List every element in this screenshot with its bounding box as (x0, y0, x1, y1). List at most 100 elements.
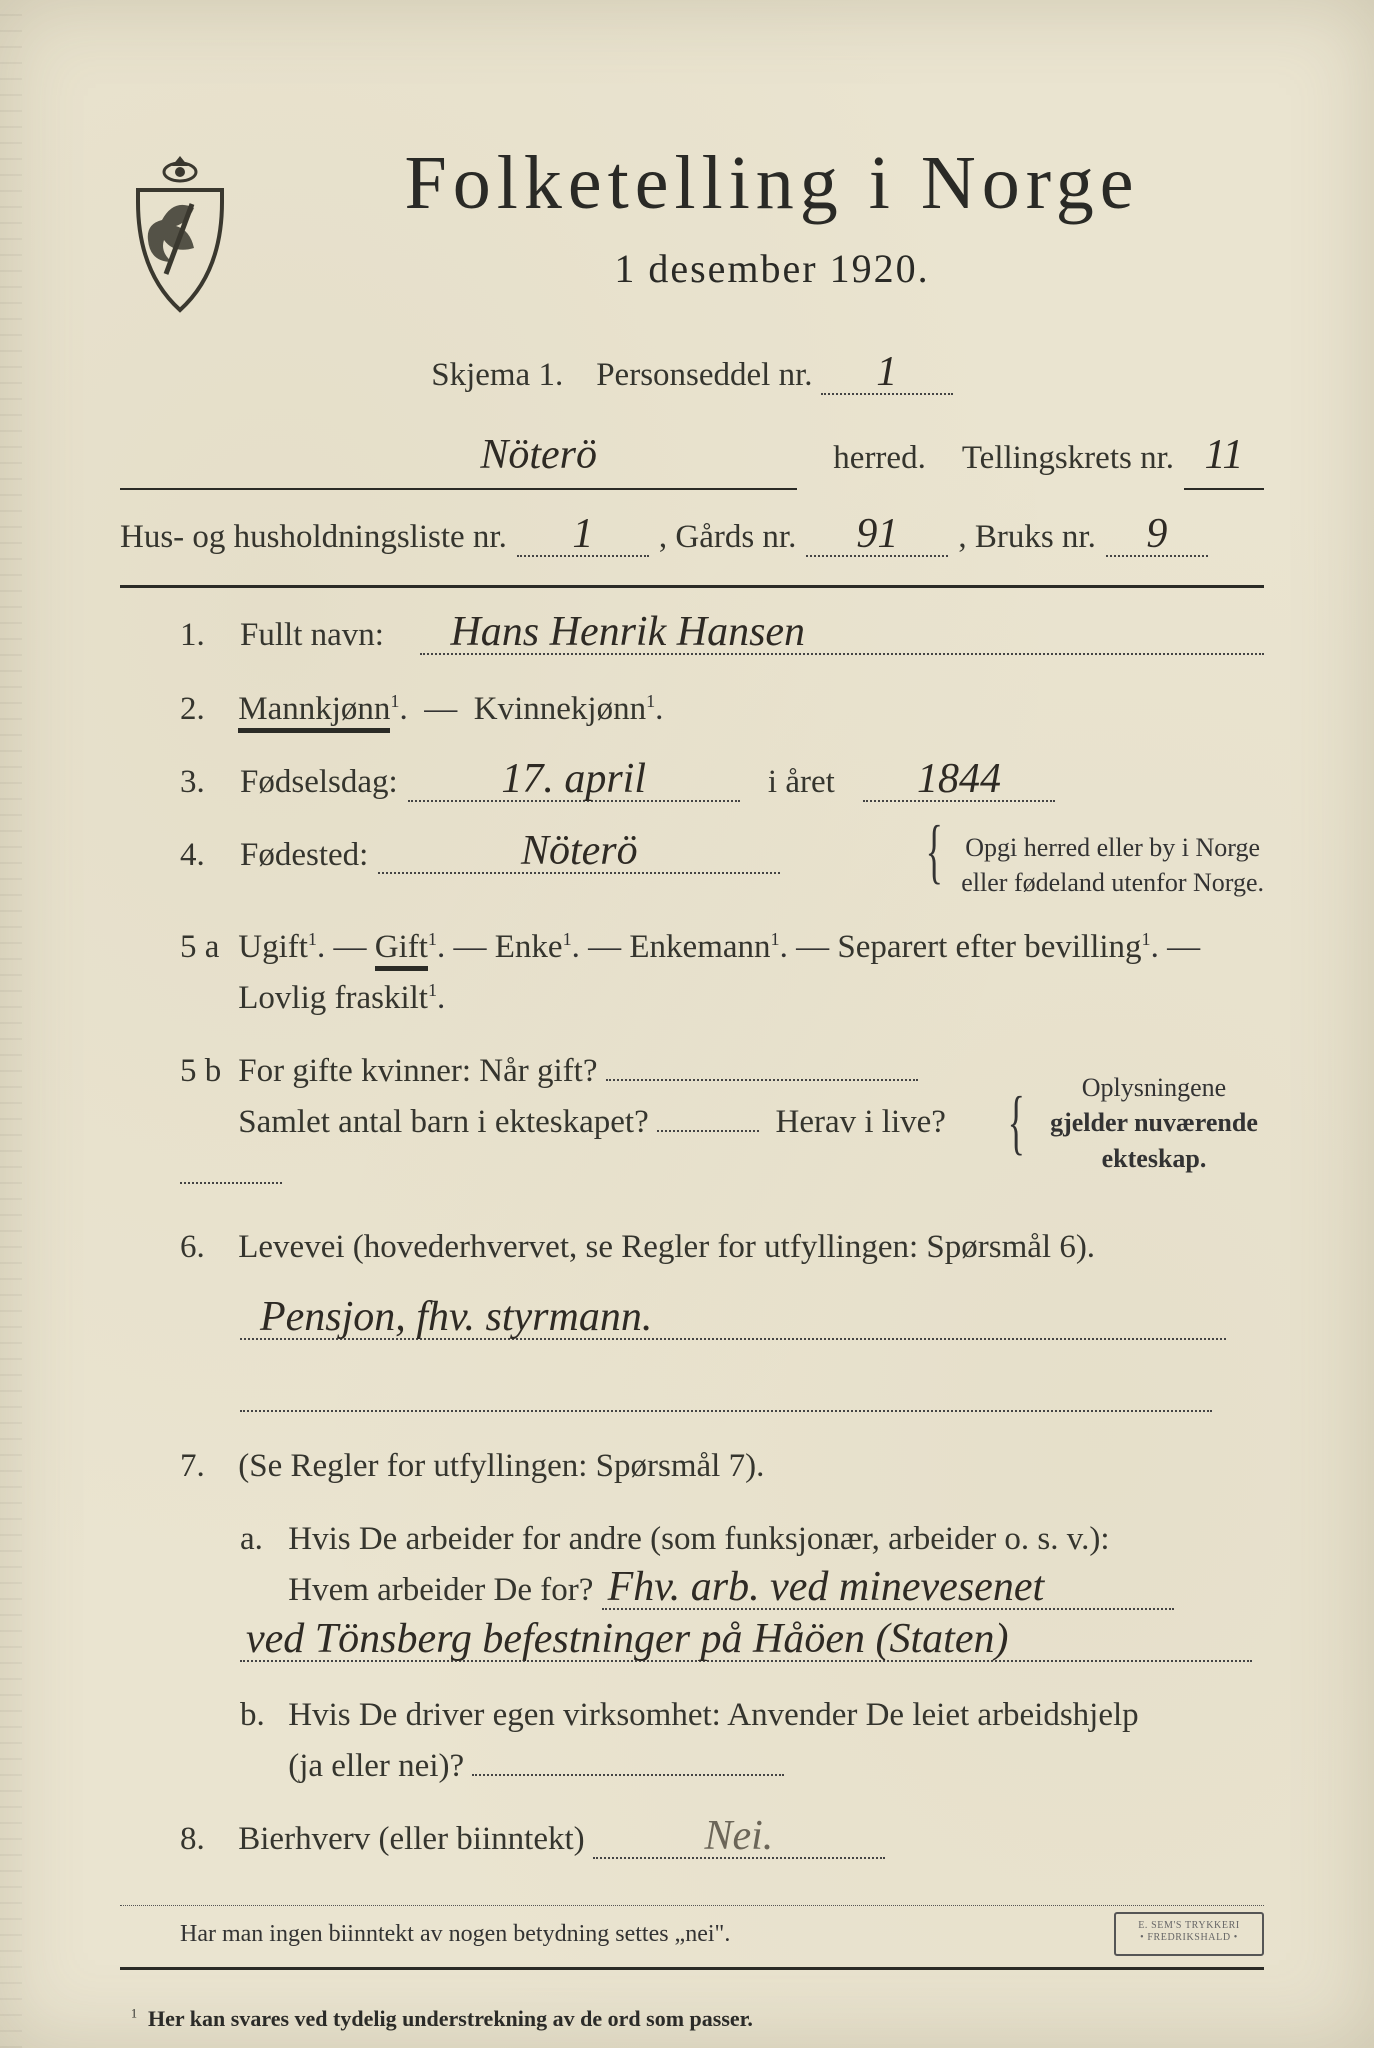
q5b-l2b: Herav i live? (776, 1104, 946, 1140)
q8-value: Nei. (593, 1815, 885, 1859)
q2-kvinne: Kvinnekjønn (474, 691, 646, 727)
crest-svg (120, 150, 240, 320)
footnote: 1 Her kan svares ved tydelig understrekn… (120, 2006, 1264, 2032)
q5a-num: 5 a (180, 922, 230, 973)
skjema-line: Skjema 1. Personseddel nr. 1 (120, 350, 1264, 401)
q5b-l1: For gifte kvinner: Når gift? (238, 1053, 597, 1089)
q8-row: 8. Bierhverv (eller biinntekt) Nei. (120, 1814, 1264, 1865)
q7-label: (Se Regler for utfyllingen: Spørsmål 7). (238, 1448, 764, 1484)
q5b-gift-blank (606, 1079, 918, 1081)
q3-row: 3. Fødselsdag: 17. april i året 1844 (120, 757, 1264, 808)
q5b-note-l1: Oplysningene (1082, 1073, 1226, 1102)
q6-value: Pensjon, fhv. styrmann. (240, 1296, 1226, 1340)
coat-of-arms-icon (120, 150, 240, 320)
q7a-value-l1: Fhv. arb. ved minevesenet (602, 1566, 1174, 1610)
q5a-enkemann: Enkemann (629, 929, 770, 965)
q5b-live-blank (180, 1182, 282, 1184)
q6-label: Levevei (hovederhvervet, se Regler for u… (238, 1229, 1095, 1265)
husliste-nr: 1 (517, 513, 649, 557)
q6-num: 6. (180, 1222, 230, 1273)
stamp-l2: • FREDRIKSHALD • (1140, 1932, 1238, 1943)
q4-note-l2: eller fødeland utenfor Norge. (961, 868, 1264, 897)
q6-blank-row (120, 1368, 1264, 1419)
personseddel-nr: 1 (821, 351, 953, 395)
q8-label: Bierhverv (eller biinntekt) (238, 1821, 584, 1857)
header: Folketelling i Norge 1 desember 1920. (120, 140, 1264, 320)
q7b-l1: Hvis De driver egen virksomhet: Anvender… (288, 1697, 1138, 1733)
q1-label: Fullt navn: (240, 610, 384, 661)
divider-bottom (120, 1967, 1264, 1970)
q7a-row: a. Hvis De arbeider for andre (som funks… (120, 1514, 1264, 1667)
q7b-row: b. Hvis De driver egen virksomhet: Anven… (120, 1690, 1264, 1792)
q5b-num: 5 b (180, 1046, 230, 1097)
label-tkrets: Tellingskrets nr. (962, 433, 1174, 484)
q1-num: 1. (180, 610, 230, 661)
q4-num: 4. (180, 830, 230, 881)
q4-row: 4. Fødested: Nöterö { Opgi herred eller … (120, 830, 1264, 900)
bruks-nr: 9 (1106, 513, 1208, 557)
q5a-row: 5 a Ugift1. — Gift1. — Enke1. — Enkemann… (120, 922, 1264, 1024)
label-gards: , Gårds nr. (659, 512, 796, 563)
q4-note: Opgi herred eller by i Norge eller fødel… (961, 830, 1264, 900)
q7a-l2: Hvem arbeider De for? (288, 1572, 593, 1608)
q5b-note-l2: gjelder nuværende (1050, 1108, 1258, 1137)
q3-num: 3. (180, 757, 230, 808)
label-personseddel: Personseddel nr. (596, 357, 812, 393)
gards-nr: 91 (806, 513, 948, 557)
q5a-gift: Gift (375, 929, 428, 971)
q7b-blank (472, 1774, 784, 1776)
q4-value: Nöterö (378, 830, 780, 874)
q2-row: 2. Mannkjønn1. — Kvinnekjønn1. (120, 684, 1264, 735)
q2-mann: Mannkjønn (238, 691, 390, 733)
q6-blank (240, 1377, 1212, 1412)
bottom-note: Har man ingen biinntekt av nogen betydni… (120, 1916, 1264, 1953)
q5a-separert: Separert efter bevilling (837, 929, 1141, 965)
q5b-l2a: Samlet antal barn i ekteskapet? (238, 1104, 649, 1140)
q3-label: Fødselsdag: (240, 757, 398, 808)
title-subtitle: 1 desember 1920. (280, 245, 1264, 292)
q3-year: 1844 (863, 758, 1055, 802)
q5a-ugift: Ugift (238, 929, 308, 965)
divider-top (120, 585, 1264, 588)
q1-row: 1. Fullt navn: Hans Henrik Hansen (120, 610, 1264, 661)
q7b-label: b. (240, 1690, 280, 1741)
q7-row: 7. (Se Regler for utfyllingen: Spørsmål … (120, 1441, 1264, 1492)
label-herred: herred. (833, 433, 926, 484)
q6-row: 6. Levevei (hovederhvervet, se Regler fo… (120, 1222, 1264, 1273)
q5b-note-l3: ekteskap. (1102, 1144, 1207, 1173)
title-block: Folketelling i Norge 1 desember 1920. (280, 140, 1264, 292)
q7a-l1: Hvis De arbeider for andre (som funksjon… (288, 1521, 1109, 1557)
tkrets-nr: 11 (1184, 423, 1264, 490)
q7a-value-l2: ved Tönsberg befestninger på Håöen (Stat… (240, 1618, 1252, 1662)
q3-day: 17. april (408, 758, 740, 802)
q4-label: Fødested: (240, 830, 368, 881)
q1-value: Hans Henrik Hansen (420, 611, 1264, 655)
q5b-row: 5 b For gifte kvinner: Når gift? Samlet … (120, 1046, 1264, 1199)
q2-num: 2. (180, 684, 230, 735)
q7-num: 7. (180, 1441, 230, 1492)
footnote-marker: 1 (131, 2007, 137, 2021)
brace-icon: { (925, 830, 942, 873)
q5a-enke: Enke (495, 929, 563, 965)
q7b-l2: (ja eller nei)? (288, 1748, 464, 1784)
q7a-label: a. (240, 1514, 280, 1565)
q5b-note: Oplysningene gjelder nuværende ekteskap. (1044, 1070, 1264, 1175)
divider-bottom-dotted (120, 1905, 1264, 1906)
census-form-page: Folketelling i Norge 1 desember 1920. Sk… (0, 0, 1374, 2048)
q6-value-row: Pensjon, fhv. styrmann. (120, 1295, 1264, 1346)
label-husliste: Hus- og husholdningsliste nr. (120, 512, 507, 563)
hus-line: Hus- og husholdningsliste nr. 1 , Gårds … (120, 512, 1264, 563)
brace-icon-2: { (1008, 1101, 1025, 1144)
stamp-l1: E. SEM'S TRYKKERI (1138, 1920, 1240, 1931)
herred-line: Nöterö herred. Tellingskrets nr. 11 (120, 423, 1264, 490)
footnote-text: Her kan svares ved tydelig understreknin… (148, 2006, 753, 2031)
q4-note-l1: Opgi herred eller by i Norge (965, 833, 1260, 862)
title-main: Folketelling i Norge (280, 140, 1264, 227)
label-bruks: , Bruks nr. (958, 512, 1096, 563)
q3-yearlabel: i året (768, 757, 835, 808)
q8-num: 8. (180, 1814, 230, 1865)
q5a-fraskilt: Lovlig fraskilt (238, 980, 428, 1016)
herred-name: Nöterö (120, 423, 797, 490)
label-skjema: Skjema 1. (431, 357, 563, 393)
printer-stamp: E. SEM'S TRYKKERI • FREDRIKSHALD • (1114, 1912, 1264, 1956)
